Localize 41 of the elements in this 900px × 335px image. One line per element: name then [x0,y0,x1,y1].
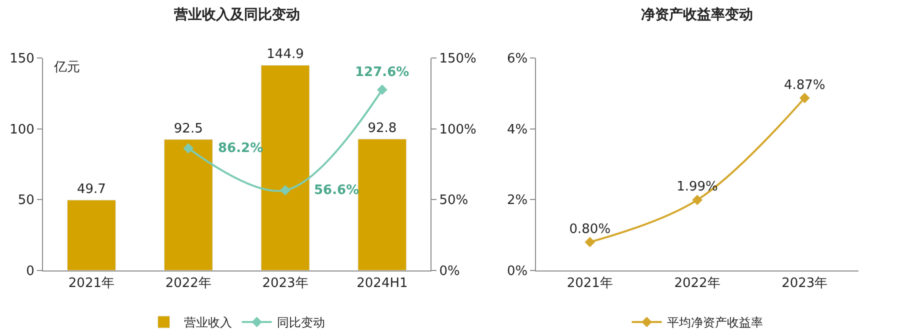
y-axis-title: 亿元 [53,60,80,75]
y2-tick-label: 50% [439,193,468,208]
x-tick-label: 2023年 [262,276,308,291]
point [584,236,596,248]
y-tick-label: 4% [507,122,528,138]
y2-tick-label: 150% [439,52,476,67]
y-tick-label: 0 [26,264,34,279]
y-tick-label: 100 [10,122,34,138]
y-tick-label: 150 [10,52,34,67]
x-tick-label: 2022年 [165,276,212,291]
legend-label: 同比变动 [276,316,325,330]
bar [358,138,407,270]
point [692,194,702,206]
point [183,143,194,154]
data-label: 92.8 [368,121,397,136]
x-tick-label: 2021年 [566,276,613,291]
legend-label: 营业收入 [184,316,232,330]
data-label: 144.9 [266,47,304,62]
point [799,92,810,104]
y-tick-label: 50 [18,193,34,208]
data-label: 127.6% [355,65,410,80]
data-label: 0.80% [569,222,611,237]
data-label: 49.7 [76,182,106,198]
x-tick-label: 2024H1 [356,276,408,291]
chart-title: 营业收入及同比变动 [173,6,300,23]
y2-tick-label: 100% [439,122,476,138]
y2-tick-label: 0% [439,264,460,279]
data-label: 4.87% [784,78,826,93]
y-tick-label: 0% [507,264,528,279]
y-tick-label: 2% [507,193,528,208]
data-label: 92.5 [174,121,203,136]
y-tick-label: 6% [507,52,528,67]
x-tick-label: 2022年 [674,276,720,291]
chart-title: 净资产收益率变动 [641,6,753,23]
x-tick-label: 2023年 [782,276,828,291]
bar [66,200,116,270]
legend-label: 平均净资产收益率 [666,316,763,330]
x-tick-label: 2021年 [68,276,115,291]
point [280,185,290,196]
point [376,84,388,95]
bar [164,139,213,270]
